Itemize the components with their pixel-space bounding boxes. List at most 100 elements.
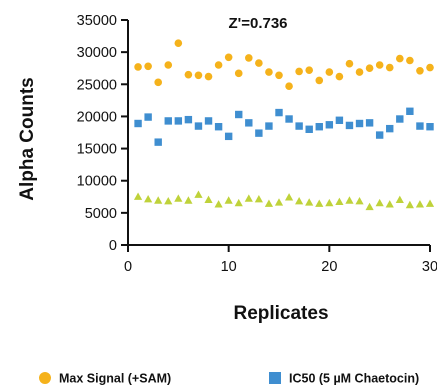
legend-label: Max Signal (+SAM): [59, 372, 171, 386]
data-point: [285, 115, 293, 123]
data-point: [214, 200, 223, 208]
data-point: [245, 54, 253, 62]
data-point: [144, 113, 152, 121]
y-tick-label: 5000: [85, 206, 117, 222]
data-point: [134, 119, 142, 128]
legend-item: IC50 (5 µM Chaetocin): [269, 372, 419, 386]
data-point: [365, 202, 374, 211]
data-point: [355, 196, 364, 205]
data-point: [335, 197, 344, 205]
data-point: [234, 69, 243, 78]
data-point: [365, 64, 374, 73]
data-point: [315, 76, 324, 85]
y-tick-label: 30000: [77, 45, 117, 61]
data-point: [133, 192, 143, 200]
y-axis-ticks: 0 5000 10000 15000 20000 25000 30000 35000: [77, 13, 128, 254]
data-point: [325, 121, 334, 129]
data-point: [264, 199, 274, 207]
data-point: [204, 195, 213, 204]
data-point: [385, 63, 394, 72]
data-point: [375, 61, 384, 69]
data-point: [295, 67, 303, 76]
data-point: [285, 82, 293, 91]
data-point: [405, 200, 414, 209]
data-point: [275, 71, 283, 80]
data-point: [345, 59, 354, 68]
data-point: [204, 117, 213, 125]
data-point: [355, 68, 364, 76]
data-point: [396, 54, 404, 63]
data-point: [194, 190, 203, 198]
data-point: [244, 194, 253, 202]
data-point: [184, 115, 193, 124]
data-point: [406, 107, 414, 115]
z-prime-annotation: Z'=0.736: [228, 15, 287, 32]
data-point: [385, 200, 394, 208]
data-point: [426, 63, 434, 72]
data-point: [295, 196, 304, 205]
y-tick-label: 10000: [77, 174, 117, 190]
data-point: [305, 66, 314, 74]
y-tick-label: 15000: [77, 142, 117, 158]
data-point: [345, 196, 354, 204]
data-point: [386, 124, 394, 133]
data-point: [284, 193, 294, 201]
data-point: [204, 72, 213, 81]
data-point: [325, 68, 334, 76]
data-point: [395, 195, 404, 204]
x-tick-label: 0: [124, 259, 132, 275]
data-point: [305, 198, 314, 206]
data-point: [274, 198, 284, 206]
data-point: [265, 68, 273, 76]
y-tick-label: 0: [109, 238, 117, 254]
data-point: [134, 63, 142, 71]
data-point: [325, 198, 334, 207]
x-tick-label: 30: [422, 259, 437, 275]
data-point: [254, 195, 263, 203]
data-point: [275, 108, 283, 117]
legend-item: Max Signal (+SAM): [39, 372, 171, 386]
y-axis-title: Alpha Counts: [17, 77, 38, 201]
y-tick-label: 25000: [77, 77, 117, 93]
legend: Max Signal (+SAM) IC50 (5 µM Chaetocin): [39, 372, 419, 386]
data-point: [214, 61, 223, 69]
data-point: [425, 199, 435, 207]
data-point: [184, 196, 193, 204]
data-point: [375, 131, 384, 139]
data-point: [154, 196, 163, 204]
data-point: [396, 115, 404, 123]
data-point: [224, 196, 233, 204]
data-point: [184, 70, 193, 79]
data-point: [154, 138, 162, 146]
x-tick-label: 10: [221, 259, 237, 275]
series-circle-points: [134, 39, 434, 91]
data-point: [345, 121, 354, 130]
x-tick-label: 20: [321, 259, 337, 275]
y-tick-label: 35000: [77, 13, 117, 29]
data-point: [144, 195, 153, 203]
data-point: [416, 66, 424, 75]
data-point: [214, 123, 223, 131]
data-point: [234, 198, 243, 207]
data-point: [295, 122, 303, 130]
data-point: [154, 78, 162, 87]
data-point: [365, 119, 374, 127]
data-point: [164, 196, 173, 205]
data-point: [375, 198, 384, 207]
data-point: [164, 117, 172, 125]
data-point: [315, 199, 324, 207]
data-point: [245, 119, 253, 127]
legend-swatch: [269, 372, 281, 384]
data-point: [194, 122, 203, 130]
x-axis-ticks: 0 10 20 30: [124, 245, 437, 275]
data-point: [406, 56, 414, 65]
data-point: [255, 129, 263, 137]
data-point: [174, 194, 183, 202]
data-point: [335, 72, 344, 81]
data-point: [224, 53, 233, 62]
data-point: [235, 110, 243, 119]
data-point: [255, 59, 263, 67]
data-point: [224, 132, 233, 141]
legend-swatch: [39, 372, 51, 384]
